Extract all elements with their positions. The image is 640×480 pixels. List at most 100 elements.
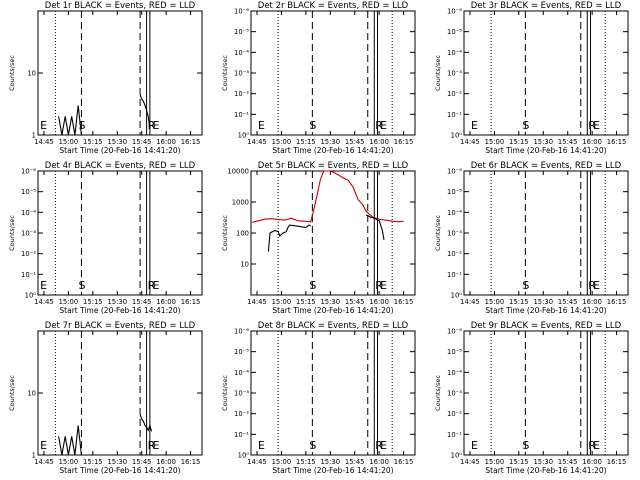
x-tick-label: 16:15 [607, 298, 627, 306]
phase-marker-label: E [40, 119, 47, 132]
y-tick-label: 10⁻³ [234, 70, 249, 78]
x-tick-label: 14:45 [460, 458, 480, 466]
panel-title: Det 7r BLACK = Events, RED = LLD [45, 321, 196, 331]
phase-marker-label: E [258, 119, 265, 132]
y-tick-label: 10000 [227, 168, 249, 176]
phase-marker-label: E [152, 279, 159, 292]
y-tick-label: 10⁻¹ [447, 111, 462, 119]
phase-marker-label: R [588, 439, 596, 452]
x-tick-label: 15:15 [509, 138, 529, 146]
phase-marker-label: E [258, 439, 265, 452]
y-axis-label: Counts/sec [221, 215, 229, 251]
y-tick-label: 10⁰ [451, 452, 463, 460]
x-tick-label: 15:30 [107, 138, 127, 146]
phase-marker-label: E [380, 279, 387, 292]
x-tick-label: 16:00 [156, 458, 176, 466]
y-tick-label: 10⁻⁵ [234, 28, 249, 36]
y-axis-label: Counts/sec [221, 375, 229, 411]
x-tick-label: 15:15 [296, 138, 316, 146]
x-axis-label: Start Time (20-Feb-16 14:41:20) [485, 306, 606, 315]
x-tick-label: 14:45 [247, 138, 267, 146]
x-tick-label: 14:45 [34, 458, 54, 466]
y-tick-label: 10 [240, 261, 249, 269]
panel-det-4r: Det 4r BLACK = Events, RED = LLD 10⁰ 10⁻¹ 1… [8, 161, 203, 315]
x-tick-label: 15:45 [345, 298, 365, 306]
y-tick-label: 10⁻⁵ [447, 28, 462, 36]
x-tick-label: 15:30 [533, 458, 553, 466]
phase-marker-label: S [522, 439, 529, 452]
y-tick-label: 10⁻⁶ [447, 168, 462, 176]
panel-title: Det 2r BLACK = Events, RED = LLD [258, 1, 409, 11]
phase-marker-label: S [309, 439, 316, 452]
y-tick-label: 10⁻² [234, 90, 249, 98]
x-axis-label: Start Time (20-Feb-16 14:41:20) [272, 466, 393, 475]
phase-marker-label: E [40, 279, 47, 292]
y-axis-label: Counts/sec [221, 55, 229, 91]
x-tick-label: 16:00 [369, 458, 389, 466]
phase-marker-label: R [375, 279, 383, 292]
x-axis-label: Start Time (20-Feb-16 14:41:20) [59, 466, 180, 475]
panel-title: Det 4r BLACK = Events, RED = LLD [45, 161, 196, 171]
panel-det-9r: Det 9r BLACK = Events, RED = LLD 10⁰ 10⁻¹ 1… [434, 321, 629, 475]
y-tick-label: 10⁻² [447, 90, 462, 98]
x-tick-label: 16:00 [369, 138, 389, 146]
y-axis-label: Counts/sec [434, 375, 442, 411]
axes-frame [463, 170, 629, 296]
series-line [267, 224, 311, 252]
y-tick-label: 10⁻⁶ [21, 168, 36, 176]
x-tick-label: 16:15 [181, 298, 201, 306]
phase-marker-label: R [148, 279, 156, 292]
x-tick-label: 15:30 [320, 138, 340, 146]
x-tick-label: 15:00 [485, 458, 505, 466]
x-tick-label: 15:00 [59, 138, 79, 146]
y-tick-label: 10⁻³ [234, 390, 249, 398]
series-line [58, 105, 82, 136]
phase-marker-label: E [40, 439, 47, 452]
y-axis-label: Counts/sec [8, 55, 16, 91]
x-tick-label: 14:45 [460, 298, 480, 306]
x-axis-label: Start Time (20-Feb-16 14:41:20) [59, 306, 180, 315]
phase-marker-label: R [588, 119, 596, 132]
y-tick-label: 10⁻⁴ [21, 209, 36, 217]
panel-title: Det 8r BLACK = Events, RED = LLD [258, 321, 409, 331]
y-tick-label: 10⁻² [234, 410, 249, 418]
panel-title: Det 5r BLACK = Events, RED = LLD [258, 161, 409, 171]
phase-marker-label: E [593, 119, 600, 132]
axes-frame [463, 330, 629, 456]
axes-frame [37, 170, 203, 296]
y-axis-label: Counts/sec [8, 375, 16, 411]
phase-marker-label: R [148, 439, 156, 452]
y-tick-label: 10⁻¹ [234, 431, 249, 439]
x-tick-label: 16:15 [394, 298, 414, 306]
panel-title: Det 1r BLACK = Events, RED = LLD [45, 1, 196, 11]
x-tick-label: 15:00 [272, 458, 292, 466]
y-tick-label: 10⁻³ [447, 390, 462, 398]
y-axis-label: Counts/sec [8, 215, 16, 251]
panel-det-3r: Det 3r BLACK = Events, RED = LLD 10⁰ 10⁻¹ 1… [434, 1, 629, 155]
x-tick-label: 15:45 [132, 458, 152, 466]
y-tick-label: 10⁻⁴ [234, 369, 249, 377]
series-line [365, 214, 385, 240]
x-tick-label: 16:15 [607, 458, 627, 466]
y-tick-label: 10⁻⁵ [447, 348, 462, 356]
panel-det-1r: Det 1r BLACK = Events, RED = LLD 1 10 14:45… [8, 1, 203, 155]
x-tick-label: 16:15 [181, 458, 201, 466]
x-tick-label: 14:45 [34, 298, 54, 306]
phase-marker-label: E [593, 439, 600, 452]
phase-marker-label: E [152, 439, 159, 452]
axes-frame [37, 330, 203, 456]
x-tick-label: 16:15 [394, 138, 414, 146]
panel-title: Det 3r BLACK = Events, RED = LLD [471, 1, 622, 11]
x-tick-label: 16:00 [369, 298, 389, 306]
x-tick-label: 15:45 [345, 458, 365, 466]
y-tick-label: 1 [32, 132, 36, 140]
x-tick-label: 15:00 [272, 298, 292, 306]
x-tick-label: 16:00 [582, 298, 602, 306]
x-tick-label: 16:00 [582, 138, 602, 146]
phase-marker-label: E [471, 119, 478, 132]
y-tick-label: 10⁻⁴ [447, 209, 462, 217]
phase-marker-label: S [309, 279, 316, 292]
y-tick-label: 10⁰ [25, 292, 37, 300]
phase-marker-label: E [471, 439, 478, 452]
